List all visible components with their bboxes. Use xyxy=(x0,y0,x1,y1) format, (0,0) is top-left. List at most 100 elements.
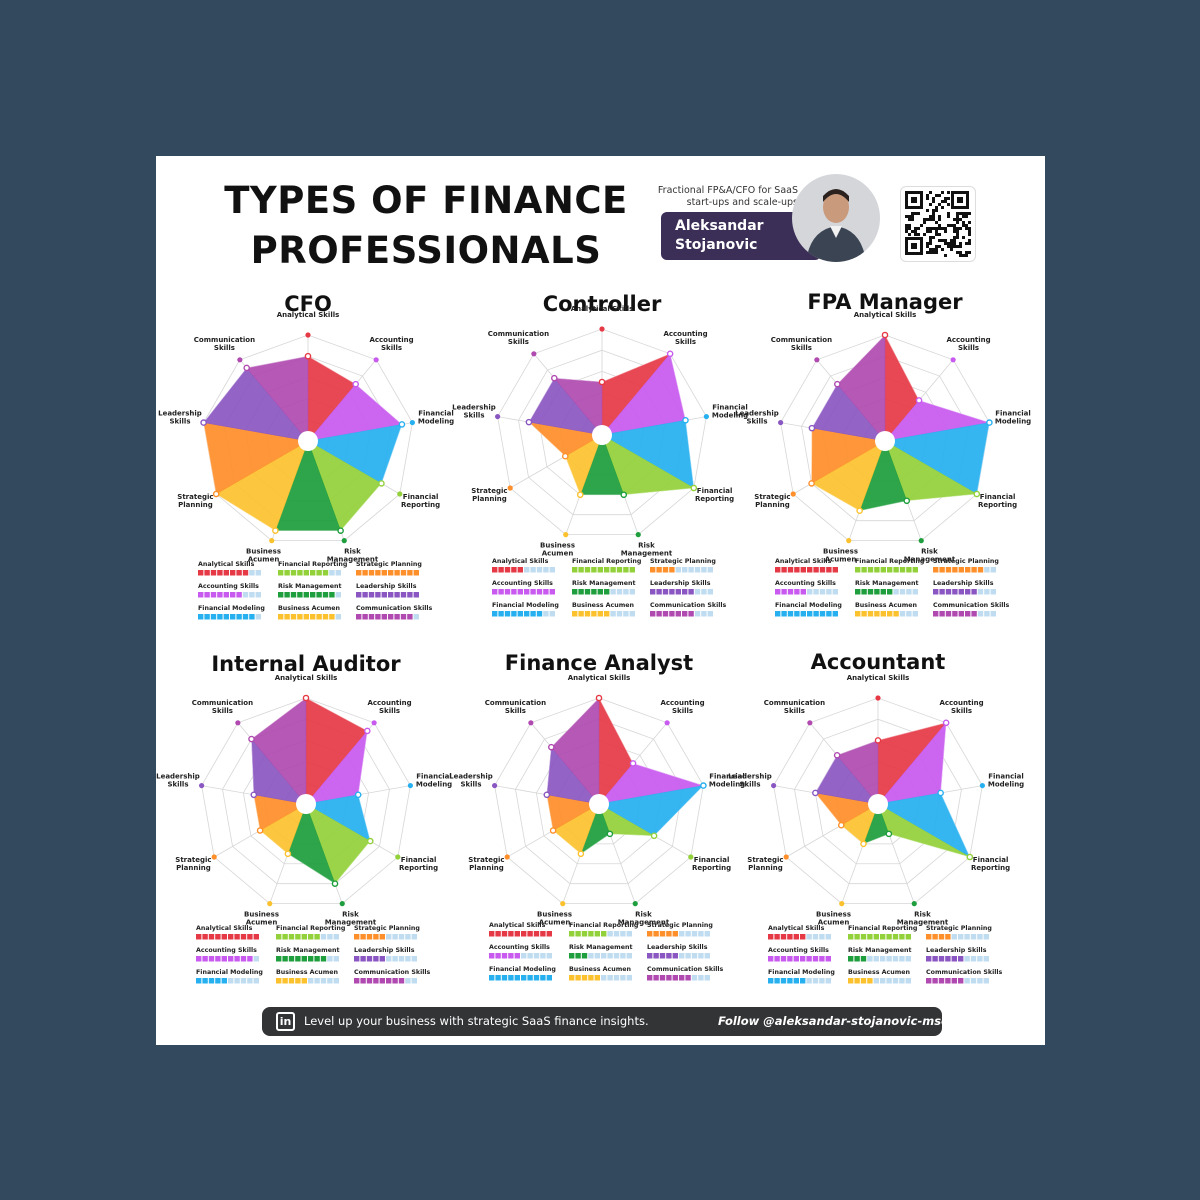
legend-bar-cell xyxy=(800,567,806,573)
legend-bar-cell xyxy=(253,956,259,962)
tagline-line-2: start-ups and scale-ups xyxy=(686,197,798,208)
legend-bar-cell xyxy=(591,611,597,617)
axis-end-dot xyxy=(807,720,813,726)
legend-bar-cell xyxy=(400,570,407,576)
legend-bar-cell xyxy=(240,978,247,984)
legend-label: Communication Skills xyxy=(650,602,727,609)
axis-label-line: Acumen xyxy=(825,556,857,564)
legend-bar-cell xyxy=(373,934,379,940)
axis-label-line: Skills xyxy=(508,338,529,346)
value-marker xyxy=(525,418,533,426)
legend-bar-cell xyxy=(569,975,575,981)
qr-module xyxy=(923,233,926,236)
legend-bar-cell xyxy=(704,975,710,981)
legend-bar-cell xyxy=(198,614,204,620)
value-marker xyxy=(808,424,816,432)
legend-bar-cell xyxy=(893,567,899,573)
axis-label: Financial Reporting xyxy=(971,856,1010,872)
legend-bar-cell xyxy=(607,975,613,981)
legend-bar-cell xyxy=(610,611,616,617)
footer-follow-handle[interactable]: Follow @aleksandar-stojanovic-msc xyxy=(718,1014,948,1028)
legend-bar-cell xyxy=(945,589,952,595)
axis-label-line: Planning xyxy=(176,864,211,872)
legend-label: Strategic Planning xyxy=(650,558,716,565)
axis-end-dot xyxy=(599,326,605,332)
legend-bar-cell xyxy=(208,956,215,962)
qr-code[interactable] xyxy=(900,186,976,262)
axis-label-line: Strategic xyxy=(468,856,504,864)
legend-bar-cell xyxy=(249,592,255,598)
legend-bar-cell xyxy=(308,956,314,962)
chart-title: Finance Analyst xyxy=(505,651,693,675)
legend-bar-cell xyxy=(546,953,552,959)
legend-label: Risk Management xyxy=(848,947,912,954)
value-marker xyxy=(973,490,981,498)
legend-bar-cell xyxy=(517,567,523,573)
legend-bar-cell xyxy=(794,567,800,573)
legend-bar-cell xyxy=(221,934,227,940)
legend-bar-cell xyxy=(247,934,253,940)
legend-label: Accounting Skills xyxy=(492,580,553,587)
legend-bar-cell xyxy=(282,978,288,984)
qr-module xyxy=(908,227,911,230)
axis-label-line: Skills xyxy=(951,707,972,715)
legend-bar-cell xyxy=(672,953,678,959)
qr-module xyxy=(929,248,932,251)
legend-bar-cell xyxy=(498,589,504,595)
legend-bar-cell xyxy=(707,611,713,617)
qr-module xyxy=(908,233,911,236)
legend-bar-cell xyxy=(594,953,600,959)
legend-bar-cell xyxy=(666,953,672,959)
legend-bar-cell xyxy=(320,956,327,962)
center-hole xyxy=(296,794,316,814)
qr-module xyxy=(941,239,944,242)
axis-label: Strategic Planning xyxy=(468,856,504,872)
legend-bar-cell xyxy=(819,611,826,617)
legend-label: Risk Management xyxy=(569,944,633,951)
legend-bar-cell xyxy=(540,931,546,937)
legend-label: Risk Management xyxy=(276,947,340,954)
legend-bar-cell xyxy=(388,592,394,598)
legend-bar-cell xyxy=(316,592,322,598)
linkedin-icon[interactable]: in xyxy=(276,1012,295,1031)
legend-bar-cell xyxy=(623,589,629,595)
legend-bar-cell xyxy=(489,931,495,937)
qr-module xyxy=(926,251,929,254)
axis-label-line: Modeling xyxy=(712,411,748,419)
legend-label: Analytical Skills xyxy=(489,922,546,929)
legend-bar-cell xyxy=(543,567,549,573)
legend-label: Business Acumen xyxy=(569,966,631,973)
legend-bar-cell xyxy=(284,570,290,576)
legend-bar-cell xyxy=(848,978,854,984)
legend-bar-cell xyxy=(945,978,951,984)
legend-bar-cell xyxy=(234,978,240,984)
legend-bar-cell xyxy=(329,614,335,620)
legend-bar-cell xyxy=(572,589,578,595)
qr-module xyxy=(953,227,956,230)
legend-label: Strategic Planning xyxy=(356,561,422,568)
legend-bar-cell xyxy=(672,931,678,937)
legend-bar-cell xyxy=(780,978,787,984)
qr-module xyxy=(932,227,935,230)
legend-bar-cell xyxy=(887,567,893,573)
qr-module xyxy=(944,254,947,257)
legend-label: Analytical Skills xyxy=(196,925,253,932)
axis-label-line: Accounting xyxy=(663,330,707,338)
qr-module xyxy=(959,251,962,254)
legend-bar-cell xyxy=(939,567,945,573)
legend-bar-cell xyxy=(685,953,691,959)
qr-module xyxy=(914,230,917,233)
qr-module xyxy=(929,251,932,254)
legend-bar-cell xyxy=(333,934,339,940)
footer-banner[interactable]: in Level up your business with strategic… xyxy=(262,1007,948,1036)
legend-bar-cell xyxy=(230,592,236,598)
legend-label: Risk Management xyxy=(278,583,342,590)
legend-bar-cell xyxy=(379,934,385,940)
legend-bar-cell xyxy=(926,956,932,962)
qr-module xyxy=(953,245,956,248)
legend-bar-cell xyxy=(236,570,242,576)
axis-end-dot xyxy=(950,357,956,363)
value-marker xyxy=(250,791,258,799)
legend-bar-cell xyxy=(282,934,288,940)
legend-bar-cell xyxy=(694,589,701,595)
